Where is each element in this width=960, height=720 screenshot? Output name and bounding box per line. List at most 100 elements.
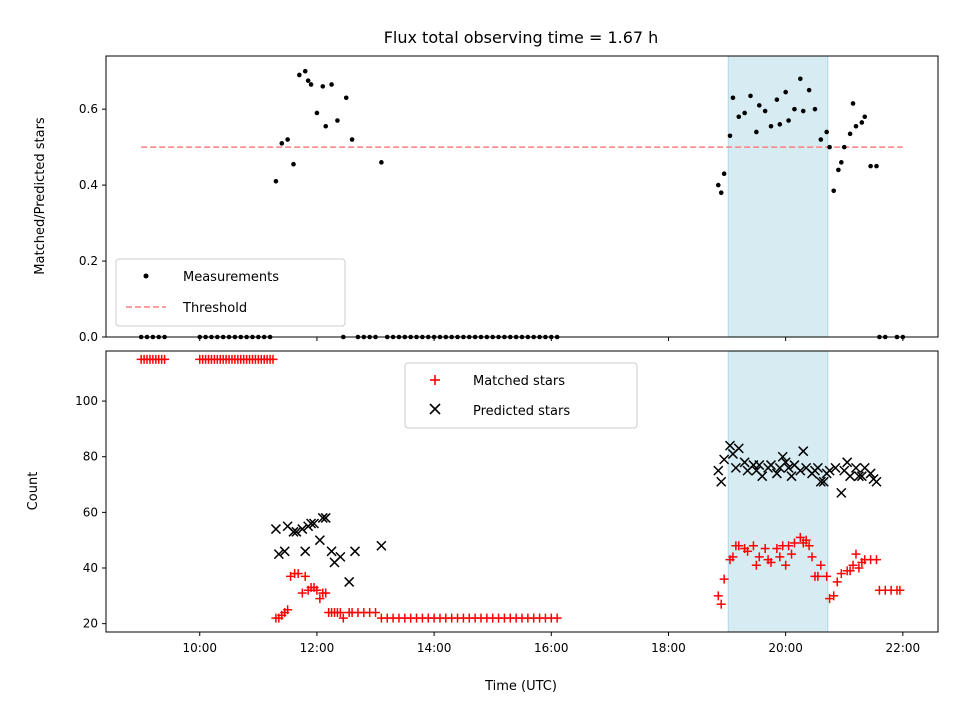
predicted-star-point	[754, 460, 765, 471]
bottom-panel: 20 40 60 80 100 10:00 12:00 14:00 16:00 18:00 20:…	[26, 350, 939, 694]
measurement-point	[279, 141, 285, 146]
matched-star-point	[784, 541, 794, 551]
matched-star-point	[293, 569, 303, 579]
matched-star-point	[848, 560, 858, 570]
bottom-y-axis-label: Count	[26, 472, 41, 511]
top-ytick-label: 0.4	[79, 178, 98, 192]
predicted-star-point	[783, 462, 794, 473]
measurement-point	[302, 68, 308, 74]
predicted-star-point	[291, 526, 302, 537]
measurement-point	[285, 137, 290, 142]
measurement-point	[853, 123, 859, 129]
predicted-star-point	[376, 540, 387, 551]
bot-xtick-label: 18:00	[651, 641, 686, 655]
top-ytick-label: 0.0	[79, 330, 98, 344]
predicted-star-point	[853, 471, 864, 482]
predicted-star-point	[824, 465, 835, 476]
matched-star-point	[552, 613, 562, 623]
measurement-point	[786, 118, 791, 123]
bot-xtick-label: 10:00	[182, 641, 217, 655]
measurement-point	[812, 106, 818, 112]
predicted-star-point	[288, 526, 299, 537]
matched-star-point	[787, 549, 797, 559]
measurement-point	[806, 87, 812, 93]
predicted-star-point	[733, 443, 744, 454]
predicted-star-point	[777, 451, 788, 462]
measurement-point	[792, 106, 797, 112]
matched-star-point	[781, 560, 791, 570]
top-legend-box	[115, 258, 346, 327]
predicted-star-point	[836, 487, 847, 498]
measurement-point	[273, 179, 279, 184]
predicted-star-point	[865, 468, 876, 479]
matched-star-point	[719, 574, 729, 584]
measurement-point	[800, 108, 806, 114]
predicted-star-point	[798, 446, 809, 457]
measurement-point	[859, 120, 865, 125]
predicted-star-point	[297, 524, 308, 535]
predicted-star-point	[765, 460, 777, 471]
predicted-star-point	[270, 524, 281, 535]
matched-star-point	[743, 546, 753, 556]
top-ytick-label: 0.6	[79, 102, 98, 116]
measurement-point	[329, 82, 334, 87]
predicted-star-point	[780, 457, 791, 468]
predicted-star-point	[335, 551, 346, 562]
measurement-point	[777, 122, 783, 127]
predicted-star-point	[730, 462, 741, 473]
measurement-point	[291, 161, 296, 167]
bottom-legend: Matched stars Predicted stars	[404, 362, 638, 429]
top-ytick-label: 0.2	[79, 254, 98, 268]
measurement-point	[335, 118, 340, 123]
matched-star-point	[845, 566, 855, 576]
matched-star-point	[813, 571, 823, 581]
bot-xtick-label: 16:00	[534, 641, 569, 655]
measurement-point	[379, 160, 384, 165]
matched-star-point	[816, 560, 826, 570]
predicted-star-point	[724, 440, 736, 451]
chart-title: Flux total observing time = 1.67 h	[384, 28, 659, 47]
predicted-star-point	[757, 471, 768, 482]
predicted-star-point	[812, 462, 823, 473]
bot-xtick-label: 14:00	[417, 641, 452, 655]
x-axis-label: Time (UTC)	[484, 679, 557, 694]
measurement-point	[831, 188, 837, 194]
matched-star-point	[160, 354, 170, 364]
legend-predicted-label: Predicted stars	[473, 404, 570, 419]
predicted-star-point	[349, 546, 361, 557]
measurement-point	[850, 101, 856, 106]
measurement-point	[305, 78, 311, 83]
matched-star-point	[795, 532, 805, 542]
legend-matched-marker	[430, 375, 440, 385]
predicted-star-point	[326, 546, 337, 557]
predicted-star-point	[308, 518, 320, 529]
bot-ytick-label: 100	[75, 394, 98, 408]
predicted-star-point	[850, 462, 862, 473]
matched-star-point	[335, 608, 345, 618]
predicted-star-point	[739, 457, 750, 468]
measurement-point	[824, 129, 829, 135]
measurement-point	[736, 114, 742, 120]
measurement-point	[718, 190, 724, 196]
predicted-star-point	[344, 576, 355, 587]
measurement-point	[839, 160, 844, 165]
matched-star-point	[315, 594, 325, 604]
matched-star-point	[760, 544, 770, 554]
legend-measurements-marker	[143, 273, 149, 279]
matched-star-point	[822, 571, 832, 581]
bot-xtick-label: 22:00	[886, 641, 921, 655]
matched-star-point	[713, 591, 723, 601]
matched-star-point	[851, 549, 861, 559]
predicted-star-point	[830, 462, 841, 473]
measurement-point	[768, 123, 774, 129]
bottom-plot-frame	[105, 350, 939, 633]
matched-star-point	[772, 544, 782, 554]
matched-star-point	[807, 552, 817, 562]
measurement-point	[742, 110, 747, 116]
matched-star-point	[321, 588, 331, 598]
measurement-point	[836, 167, 841, 173]
matched-star-point	[895, 585, 905, 595]
top-legend: Measurements Threshold	[115, 258, 346, 327]
matched-star-point	[716, 599, 726, 609]
